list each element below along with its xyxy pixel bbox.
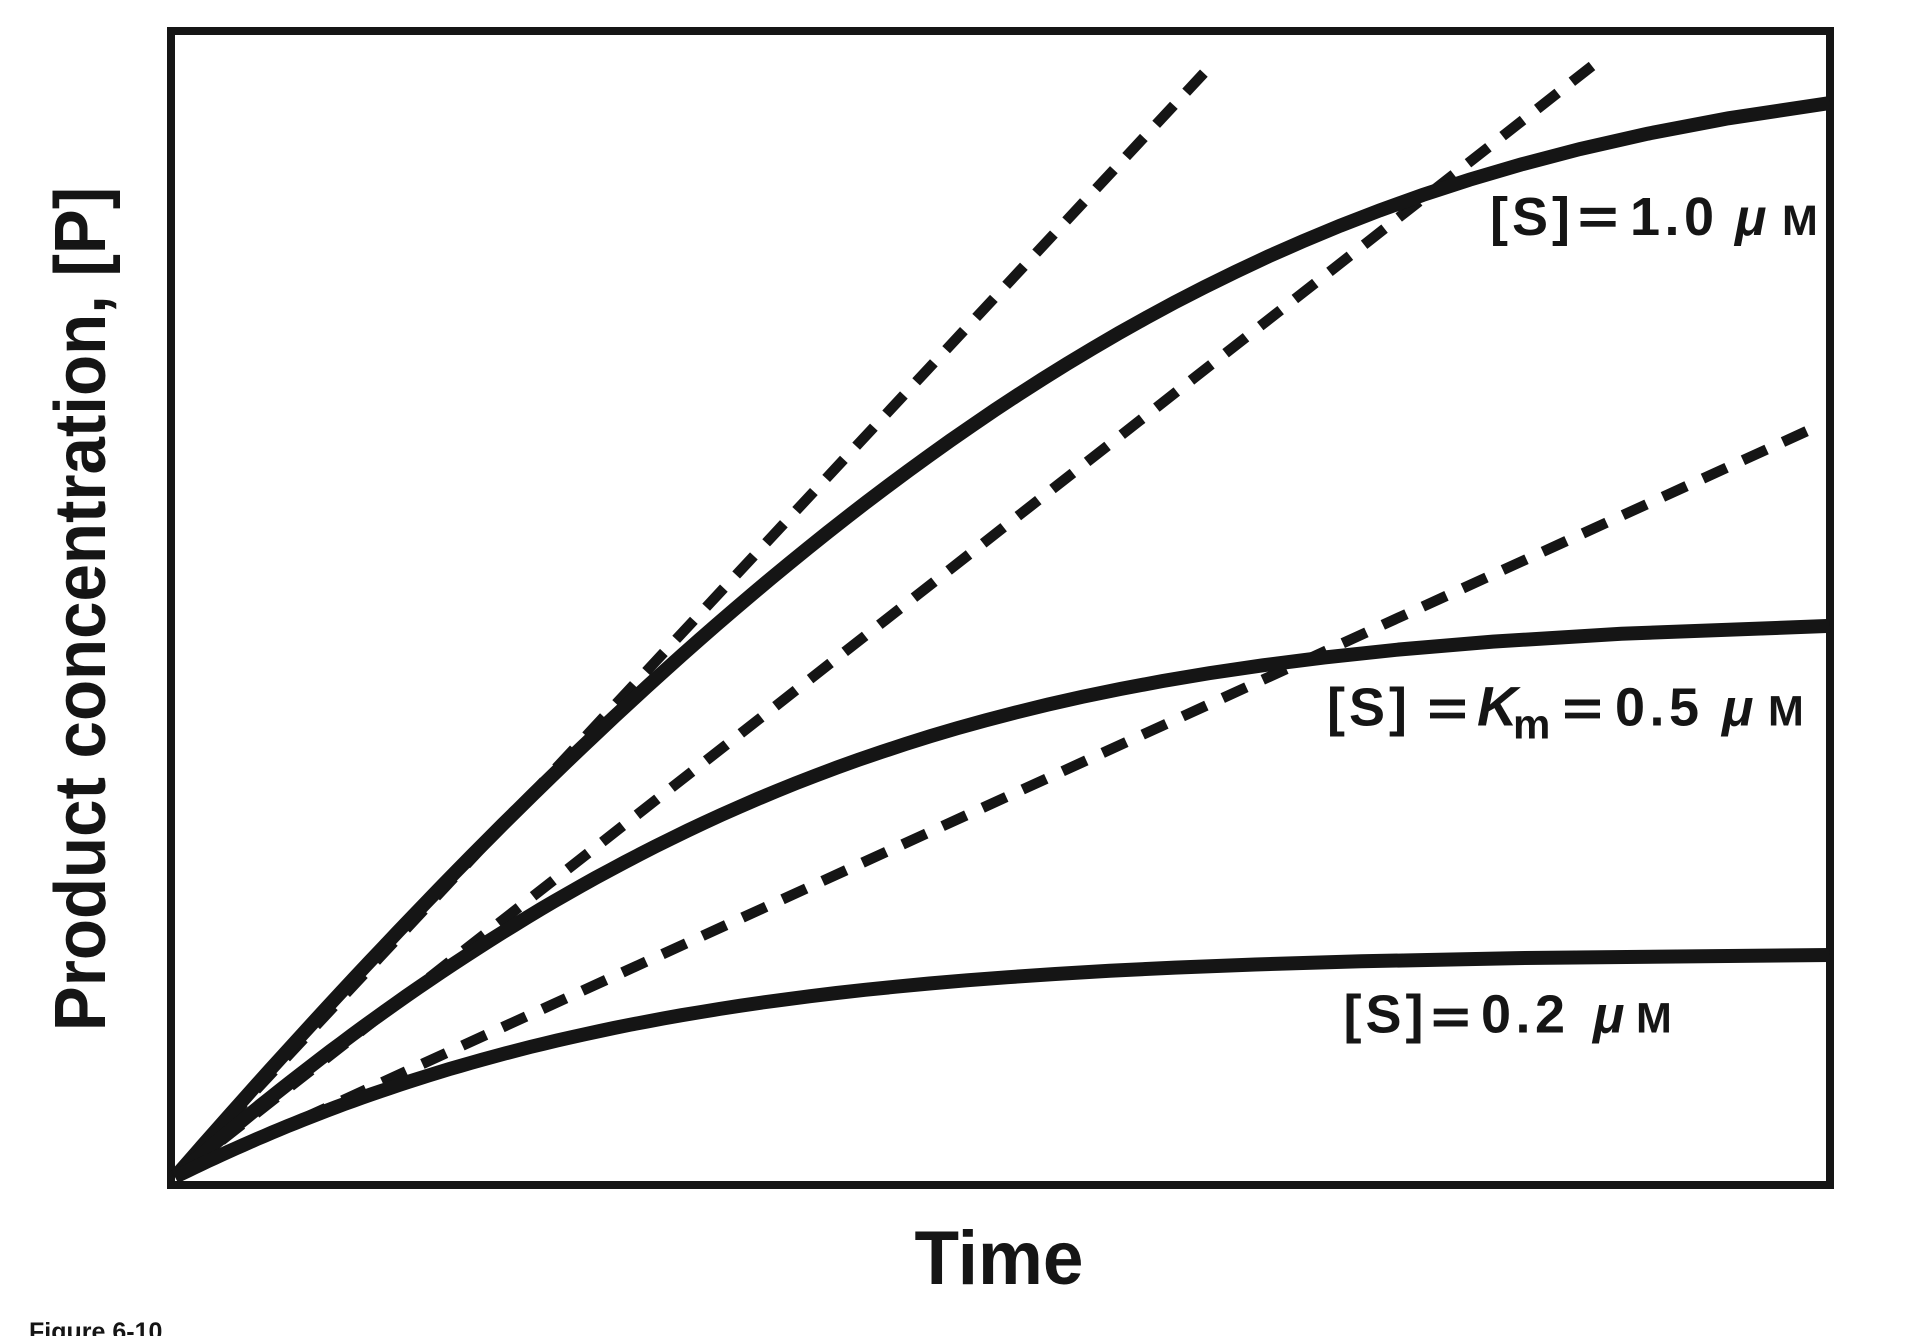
svg-text:[S]1.0μM: [S] 1.0 μ M	[1490, 187, 1818, 247]
svg-text:[S]0.2μM: [S] 0.2 μ M	[1344, 985, 1672, 1045]
svg-text:Figure 6-10: Figure 6-10	[29, 1318, 162, 1336]
svg-text:Product concentration, [P]: Product concentration, [P]	[40, 187, 121, 1031]
svg-text:Time: Time	[915, 1216, 1084, 1301]
svg-text:[S]Km0.5μM: [S] Km 0.5 μ M	[1327, 675, 1804, 748]
